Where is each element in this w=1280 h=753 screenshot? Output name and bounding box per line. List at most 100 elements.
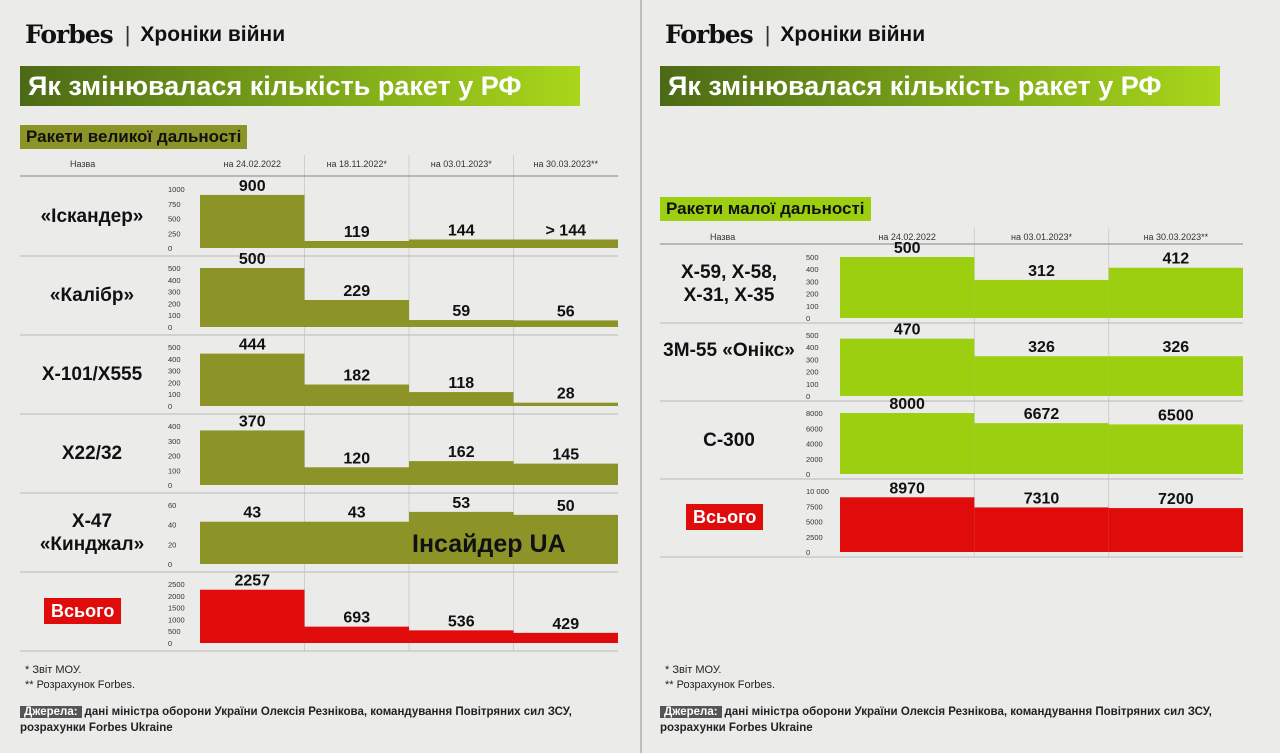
bar-value-label: 2257 [234,573,270,590]
axis-tick-label: 200 [806,368,819,377]
footnote-2: ** Розрахунок Forbes. [665,679,776,691]
bar-х22-32-4 [513,463,618,485]
bar-value-label: 6672 [1024,406,1060,423]
bar-value-label: 59 [452,303,470,320]
axis-tick-label: 2500 [168,580,185,589]
axis-tick-label: 1000 [168,185,185,194]
axis-tick-label: 300 [168,437,181,446]
bar-всього-3 [409,630,514,643]
axis-tick-label: 500 [168,627,181,636]
bar-value-label: 56 [557,303,575,320]
bar-х-47-кинджал-1 [200,521,305,564]
axis-tick-label: 500 [168,343,181,352]
bar-х-47-кинджал-3 [409,511,514,564]
brand-subtitle: Хроніки війни [140,22,286,46]
sources-label: Джерела: [20,706,82,718]
bar-всього-3 [1108,508,1243,552]
row-label: Х-47 «Кинджал» [39,510,145,555]
axis-tick-label: 0 [806,392,810,401]
axis-tick-label: 4000 [806,440,823,449]
bar-value-label: 50 [557,498,575,515]
bar-всього-4 [513,632,618,643]
bar-value-label: 429 [552,616,579,633]
bar-х22-32-2 [304,467,409,485]
brand-separator: | [764,21,771,47]
bar-3м-55-онікс-2 [974,356,1109,396]
bar-х-101-х555-2 [304,384,409,406]
bar-с-300-2 [974,423,1109,474]
bar-value-label: 693 [343,610,370,627]
column-header-name: Назва [710,232,735,242]
axis-tick-label: 400 [168,276,181,285]
column-header-date: на 03.01.2023* [431,159,493,169]
bar-3м-55-онікс-1 [840,338,975,396]
bar-value-label: 470 [894,322,921,339]
bar-іскандер-3 [409,239,514,248]
axis-tick-label: 100 [806,302,819,311]
footnote-1: * Звіт МОУ. [665,664,722,676]
axis-tick-label: 0 [168,560,172,569]
axis-tick-label: 8000 [806,409,823,418]
bar-х-47-кинджал-4 [513,514,618,564]
bar-3м-55-онікс-3 [1108,356,1243,396]
section-title-short-range: Ракети малої дальності [660,197,871,221]
right-panel: Forbes | Хроніки війни Як змінювалася кі… [642,0,1280,753]
axis-tick-label: 400 [806,343,819,352]
bar-value-label: 28 [557,386,575,403]
bar-с-300-1 [840,413,975,474]
bar-value-label: > 144 [546,223,587,240]
axis-tick-label: 500 [168,264,181,273]
sources-label: Джерела: [660,706,722,718]
axis-tick-label: 0 [168,402,172,411]
axis-tick-label: 0 [168,639,172,648]
row-label-total: Всього [686,504,764,530]
bar-х-101-х555-4 [513,402,618,406]
bar-value-label: 7200 [1158,491,1194,508]
bar-х-59-х-58-х-31-х-35-2 [974,279,1109,318]
axis-tick-label: 10 000 [806,487,829,496]
page-title: Як змінювалася кількість ракет у РФ [20,66,580,106]
bar-іскандер-4 [513,239,618,248]
axis-tick-label: 1000 [168,615,185,624]
sources-line-2: розрахунки Forbes Ukraine [20,722,173,734]
axis-tick-label: 100 [168,390,181,399]
bar-value-label: 326 [1162,339,1189,356]
bar-х-59-х-58-х-31-х-35-1 [840,257,975,318]
bar-value-label: 500 [239,251,266,268]
axis-tick-label: 7500 [806,502,823,511]
axis-tick-label: 500 [806,331,819,340]
bar-value-label: 6500 [1158,407,1194,424]
brand-subtitle: Хроніки війни [780,22,926,46]
row-label: Х22/32 [61,443,123,464]
row-label: «Іскандер» [40,206,144,227]
axis-tick-label: 6000 [806,424,823,433]
chart-svg: Назва на 24.02.2022 на 03.01.2023* на 30.03… [660,228,1243,558]
chart-svg: Назва на 24.02.2022 на 18.11.2022* на 03.01… [20,155,618,652]
column-header-date: на 30.03.2023** [533,159,598,169]
bar-всього-2 [304,626,409,643]
bar-value-label: 145 [552,447,579,464]
axis-tick-label: 0 [168,323,172,332]
axis-tick-label: 200 [168,452,181,461]
axis-tick-label: 250 [168,229,181,238]
axis-tick-label: 400 [806,265,819,274]
axis-tick-label: 2500 [806,533,823,542]
sources-line-2: розрахунки Forbes Ukraine [660,722,813,734]
row-label: 3М-55 «Онікс» [663,340,795,361]
bar-value-label: 326 [1028,339,1055,356]
sources-line-1: дані міністра оборони України Олексія Ре… [724,706,1212,718]
sources-line-1: дані міністра оборони України Олексія Ре… [84,706,572,718]
axis-tick-label: 100 [168,466,181,475]
bar-value-label: 43 [243,505,261,522]
bar-х-59-х-58-х-31-х-35-3 [1108,267,1243,318]
row-label: «Калібр» [49,285,135,306]
axis-tick-label: 750 [168,200,181,209]
bar-х22-32-1 [200,430,305,485]
axis-tick-label: 300 [168,288,181,297]
axis-tick-label: 0 [168,244,172,253]
axis-tick-label: 300 [168,367,181,376]
column-header-date: на 18.11.2022* [327,159,388,169]
footnote-1: * Звіт МОУ. [25,664,82,676]
brand-separator: | [124,21,131,47]
bar-всього-2 [974,507,1109,552]
